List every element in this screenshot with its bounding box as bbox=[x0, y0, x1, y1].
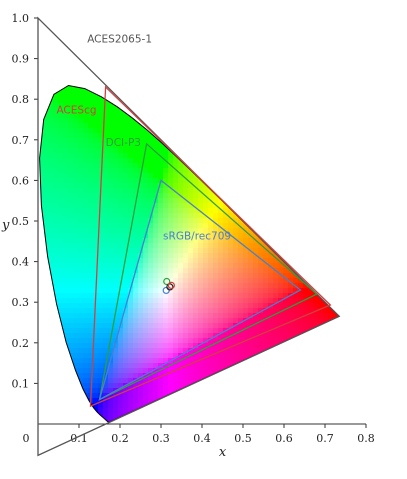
y-tick-label: 0.2 bbox=[12, 337, 30, 350]
y-tick-label: 0.4 bbox=[12, 256, 30, 269]
y-tick-label: 0.5 bbox=[12, 215, 30, 228]
x-tick-label: 0.7 bbox=[316, 432, 334, 445]
gamut-label: ACES2065-1 bbox=[87, 33, 152, 45]
gamut-triangles: ACES2065-1 ACEScg DCI-P3 sRGB/rec709 bbox=[37, 16, 341, 457]
x-tick-label: 0.2 bbox=[111, 432, 129, 445]
spectral-locus-fill bbox=[39, 85, 340, 423]
x-tick-label: 0.6 bbox=[275, 432, 293, 445]
y-tick-label: 0.3 bbox=[12, 296, 30, 309]
white-point-marker bbox=[163, 277, 171, 286]
x-tick-label: 0.5 bbox=[234, 432, 252, 445]
gamut-acescg bbox=[89, 85, 332, 408]
white-point-marker bbox=[167, 281, 175, 290]
gamut-srgb-rec709 bbox=[98, 179, 302, 401]
y-axis-label: y bbox=[1, 218, 10, 233]
y-tick-label: 0.9 bbox=[12, 53, 30, 66]
x-tick-label: 0.1 bbox=[70, 432, 88, 445]
gamut-dci-p3 bbox=[98, 142, 318, 401]
y-tick-label: 0.1 bbox=[12, 377, 30, 390]
gamut-label: DCI-P3 bbox=[106, 137, 141, 149]
y-tick-label: 0.8 bbox=[12, 93, 30, 106]
white-points bbox=[162, 277, 175, 295]
y-tick-label: 0.7 bbox=[12, 134, 30, 147]
y-tick-label: 1.0 bbox=[12, 12, 30, 25]
gamut-label: ACEScg bbox=[56, 104, 96, 116]
white-point-marker bbox=[166, 283, 174, 291]
x-tick-label: 0.3 bbox=[152, 432, 170, 445]
x-tick-label: 0.4 bbox=[193, 432, 211, 445]
x-tick-label: 0.8 bbox=[357, 432, 375, 445]
x-tick-label: 0 bbox=[23, 432, 30, 445]
gamut-label: sRGB/rec709 bbox=[163, 230, 231, 242]
x-axis-label: x bbox=[219, 445, 227, 460]
y-tick-label: 0.6 bbox=[12, 174, 30, 187]
